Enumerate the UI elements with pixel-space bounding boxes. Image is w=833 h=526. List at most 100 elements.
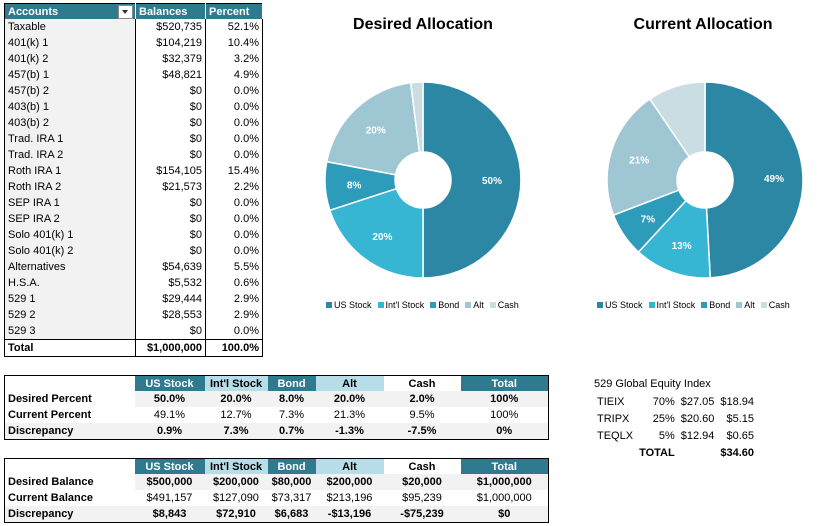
account-percent[interactable]: 0.6% [233, 277, 259, 289]
filter-dropdown-icon[interactable] [118, 5, 133, 19]
account-percent[interactable]: 5.5% [233, 261, 259, 273]
cell-value[interactable]: 100% [460, 391, 549, 407]
account-name[interactable]: Roth IRA 1 [4, 163, 136, 179]
account-balance[interactable]: $0 [135, 147, 206, 163]
account-balance[interactable]: $0 [135, 211, 206, 227]
account-percent[interactable]: 0.0% [233, 85, 259, 97]
account-name[interactable]: Taxable [4, 19, 136, 35]
cell-value[interactable]: $6,683 [267, 506, 316, 523]
account-balance[interactable]: $520,735 [135, 19, 206, 35]
account-name[interactable]: 529 3 [4, 323, 136, 340]
pie-slice-alt[interactable] [325, 81, 421, 176]
cell-value[interactable]: $0 [460, 506, 549, 523]
cell-value[interactable]: 100% [490, 409, 519, 421]
account-name[interactable]: SEP IRA 1 [4, 195, 136, 211]
cell-value[interactable]: $8,843 [134, 506, 205, 523]
cell-value[interactable]: $80,000 [267, 474, 316, 490]
cell-value[interactable]: 12.7% [220, 409, 252, 421]
account-balance[interactable]: $0 [135, 323, 206, 340]
account-name[interactable]: 457(b) 1 [4, 67, 136, 83]
account-name[interactable]: 529 2 [4, 307, 136, 323]
cell-value[interactable]: -$13,196 [315, 506, 384, 523]
account-balance[interactable]: $5,532 [135, 275, 206, 291]
account-percent[interactable]: 0.0% [233, 325, 259, 337]
cell-value[interactable]: $73,317 [271, 492, 312, 504]
cell-value[interactable]: 2.0% [383, 391, 461, 407]
account-balance[interactable]: $0 [135, 131, 206, 147]
account-name[interactable]: 403(b) 1 [4, 99, 136, 115]
cell-value[interactable]: $213,196 [326, 492, 373, 504]
account-percent[interactable]: 2.9% [233, 293, 259, 305]
account-name[interactable]: 403(b) 2 [4, 115, 136, 131]
cell-value[interactable]: 0.9% [134, 423, 205, 440]
account-name[interactable]: Solo 401(k) 1 [4, 227, 136, 243]
cell-value[interactable]: $200,000 [204, 474, 268, 490]
pie-slice-alt[interactable] [606, 97, 691, 217]
account-percent[interactable]: 0.0% [233, 229, 259, 241]
cell-value[interactable]: 7.3% [278, 409, 305, 421]
cell-value[interactable]: $95,239 [402, 492, 442, 504]
pie-slice-cash[interactable] [648, 81, 706, 158]
account-name[interactable]: Roth IRA 2 [4, 179, 136, 195]
account-name[interactable]: 401(k) 2 [4, 51, 136, 67]
account-percent[interactable]: 10.4% [227, 37, 259, 49]
account-balance[interactable]: $54,639 [135, 259, 206, 275]
account-name[interactable]: 401(k) 1 [4, 35, 136, 51]
pie-slice-cash[interactable] [409, 81, 424, 154]
account-percent[interactable]: 15.4% [227, 165, 259, 177]
account-percent[interactable]: 2.2% [233, 181, 259, 193]
account-balance[interactable]: $154,105 [135, 163, 206, 179]
cell-value[interactable]: $1,000,000 [476, 492, 532, 504]
cell-value[interactable]: -1.3% [315, 423, 384, 440]
account-name[interactable]: 529 1 [4, 291, 136, 307]
account-name[interactable]: H.S.A. [4, 275, 136, 291]
accounts-header[interactable]: Accounts [4, 3, 136, 19]
cell-value[interactable]: 0% [460, 423, 549, 440]
pie-slice-int-l-stock[interactable] [328, 187, 424, 279]
account-balance[interactable]: $0 [135, 195, 206, 211]
cell-value[interactable]: 21.3% [333, 409, 366, 421]
cell-value[interactable]: 7.3% [204, 423, 268, 440]
account-balance[interactable]: $32,379 [135, 51, 206, 67]
account-balance[interactable]: $0 [135, 83, 206, 99]
cell-value[interactable]: $491,157 [146, 492, 193, 504]
account-balance[interactable]: $21,573 [135, 179, 206, 195]
account-name[interactable]: 457(b) 2 [4, 83, 136, 99]
cell-value[interactable]: 50.0% [134, 391, 205, 407]
pie-slice-us-stock[interactable] [422, 81, 522, 279]
account-balance[interactable]: $0 [135, 243, 206, 259]
account-percent[interactable]: 52.1% [227, 21, 259, 33]
account-name[interactable]: SEP IRA 2 [4, 211, 136, 227]
account-percent[interactable]: 0.0% [233, 117, 259, 129]
cell-value[interactable]: $500,000 [134, 474, 205, 490]
cell-value[interactable]: $20,000 [383, 474, 461, 490]
cell-value[interactable]: -$75,239 [383, 506, 461, 523]
account-balance[interactable]: $0 [135, 115, 206, 131]
account-percent[interactable]: 2.9% [233, 309, 259, 321]
account-name[interactable]: Solo 401(k) 2 [4, 243, 136, 259]
account-percent[interactable]: 3.2% [233, 53, 259, 65]
account-percent[interactable]: 0.0% [233, 245, 259, 257]
account-name[interactable]: Trad. IRA 2 [4, 147, 136, 163]
account-balance[interactable]: $29,444 [135, 291, 206, 307]
account-percent[interactable]: 4.9% [233, 69, 259, 81]
account-balance[interactable]: $0 [135, 227, 206, 243]
cell-value[interactable]: -7.5% [383, 423, 461, 440]
account-name[interactable]: Trad. IRA 1 [4, 131, 136, 147]
account-name[interactable]: Alternatives [4, 259, 136, 275]
cell-value[interactable]: $72,910 [204, 506, 268, 523]
account-balance[interactable]: $28,553 [135, 307, 206, 323]
account-balance[interactable]: $104,219 [135, 35, 206, 51]
account-percent[interactable]: 0.0% [233, 101, 259, 113]
cell-value[interactable]: $127,090 [213, 492, 259, 504]
account-percent[interactable]: 0.0% [233, 149, 259, 161]
account-balance[interactable]: $0 [135, 99, 206, 115]
cell-value[interactable]: $200,000 [315, 474, 384, 490]
account-percent[interactable]: 0.0% [233, 213, 259, 225]
cell-value[interactable]: 9.5% [409, 409, 435, 421]
cell-value[interactable]: 8.0% [267, 391, 316, 407]
account-percent[interactable]: 0.0% [233, 133, 259, 145]
cell-value[interactable]: 20.0% [315, 391, 384, 407]
cell-value[interactable]: 0.7% [267, 423, 316, 440]
cell-value[interactable]: $1,000,000 [460, 474, 549, 490]
